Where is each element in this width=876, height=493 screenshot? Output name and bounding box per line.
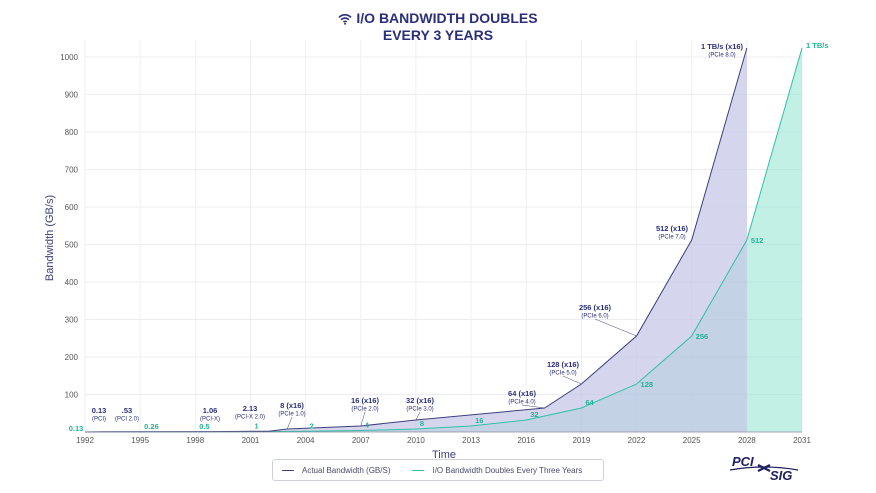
data-label-leader <box>415 411 421 421</box>
data-sublabel-actual: (PCI) <box>92 417 106 423</box>
data-label-actual: 0.13 <box>92 406 107 415</box>
y-tick-label: 200 <box>65 353 79 362</box>
data-sublabel-actual: (PCIe 8.0) <box>708 53 735 59</box>
data-label-leader <box>360 411 366 427</box>
legend-item-doubles: I/O Bandwidth Doubles Every Three Years <box>412 466 582 475</box>
data-label-doubles: 1 <box>254 422 258 431</box>
data-label-doubles: 8 <box>420 419 424 428</box>
data-sublabel-actual: (PCI 2.0) <box>115 417 139 423</box>
y-tick-label: 400 <box>65 278 79 287</box>
data-label-actual: 2.13 <box>243 404 258 413</box>
legend: Actual Bandwidth (GB/S) I/O Bandwidth Do… <box>272 459 604 481</box>
y-tick-label: 900 <box>65 91 79 100</box>
data-label-doubles: 1 TB/s <box>806 41 829 50</box>
data-label-actual: 1 TB/s (x16) <box>701 42 744 51</box>
wifi-signal-icon <box>338 13 352 28</box>
data-label-doubles: 32 <box>530 410 538 419</box>
data-label-leader <box>594 318 637 337</box>
data-label-leader <box>286 416 293 430</box>
data-label-doubles: 0.26 <box>144 422 159 431</box>
data-label-doubles: 64 <box>585 398 594 407</box>
x-tick-label: 1995 <box>131 436 149 445</box>
axes: 100 200 300 400 500 600 700 800 900 1000 1992 1995 1… <box>60 53 811 445</box>
x-tick-label: 2013 <box>462 436 480 445</box>
y-tick-label: 800 <box>65 128 79 137</box>
data-sublabel-actual: (PCIe 6.0) <box>581 314 608 320</box>
data-label-doubles: 0.5 <box>199 422 209 431</box>
legend-label-actual: Actual Bandwidth (GB/S) <box>302 465 391 475</box>
x-tick-label: 2028 <box>738 436 756 445</box>
x-tick-label: 1992 <box>76 436 94 445</box>
data-sublabel-actual: (PCIe 4.0) <box>508 400 535 406</box>
series-areas <box>85 48 802 432</box>
x-tick-label: 2010 <box>407 436 425 445</box>
y-tick-label: 300 <box>65 316 79 325</box>
data-sublabel-actual: (PCIe 7.0) <box>658 235 685 241</box>
svg-text:PCI: PCI <box>732 454 754 469</box>
data-label-leader <box>521 404 545 409</box>
data-label-doubles: 256 <box>696 332 709 341</box>
data-label-actual: .53 <box>122 406 132 415</box>
title-line-2: EVERY 3 YEARS <box>382 27 494 43</box>
data-label-actual: 8 (x16) <box>280 401 304 410</box>
x-tick-label: 2007 <box>352 436 370 445</box>
data-label-doubles: 2 <box>310 421 314 430</box>
legend-swatch-doubles <box>412 469 425 471</box>
data-label-actual: 512 (x16) <box>656 224 689 233</box>
data-sublabel-actual: (PCI-X) <box>200 417 220 423</box>
data-label-actual: 256 (x16) <box>579 303 612 312</box>
data-label-leader <box>562 375 582 385</box>
y-axis-label: Bandwidth (GB/s) <box>44 195 56 281</box>
x-tick-label: 2025 <box>683 436 701 445</box>
y-tick-label: 500 <box>65 241 79 250</box>
data-label-doubles: 512 <box>751 236 764 245</box>
data-sublabel-actual: (PCIe 3.0) <box>406 407 433 413</box>
y-tick-label: 600 <box>65 203 79 212</box>
data-labels: 0.13 0.26 0.5 1 2 4 8 16 32 64 128 256 512 1 TB/s 0.13… <box>69 41 829 433</box>
data-label-actual: 128 (x16) <box>547 360 580 369</box>
data-sublabel-actual: (PCIe 2.0) <box>351 407 378 413</box>
legend-label-doubles: I/O Bandwidth Doubles Every Three Years <box>432 465 583 475</box>
data-sublabel-actual: (PCIe 5.0) <box>549 371 576 377</box>
x-tick-label: 2031 <box>793 436 811 445</box>
pci-sig-logo: PCI SIG <box>728 451 800 485</box>
area-actual <box>85 48 747 432</box>
data-label-actual: 32 (x16) <box>406 396 434 405</box>
legend-swatch-actual <box>282 469 294 471</box>
title-line-1: I/O BANDWIDTH DOUBLES <box>356 10 538 26</box>
data-label-doubles: 0.13 <box>69 424 84 433</box>
data-label-actual: 64 (x16) <box>508 389 536 398</box>
x-tick-label: 2022 <box>628 436 646 445</box>
y-tick-label: 1000 <box>60 53 78 62</box>
data-sublabel-actual: (PCI-X 2.0) <box>235 415 265 421</box>
x-tick-label: 2004 <box>297 436 315 445</box>
chart-title: I/O BANDWIDTH DOUBLES EVERY 3 YEARS <box>0 11 876 43</box>
data-label-actual: 16 (x16) <box>351 396 379 405</box>
y-tick-label: 700 <box>65 166 79 175</box>
x-tick-label: 2016 <box>517 436 535 445</box>
data-sublabel-actual: (PCIe 1.0) <box>278 412 305 418</box>
x-axis-label: Time <box>432 449 456 461</box>
data-label-doubles: 4 <box>365 421 370 430</box>
data-label-doubles: 16 <box>475 416 483 425</box>
legend-item-actual: Actual Bandwidth (GB/S) <box>282 466 390 475</box>
y-tick-label: 100 <box>65 391 79 400</box>
x-tick-label: 1998 <box>186 436 204 445</box>
x-tick-label: 2019 <box>572 436 590 445</box>
data-label-doubles: 128 <box>641 380 654 389</box>
data-label-actual: 1.06 <box>203 406 218 415</box>
x-tick-label: 2001 <box>242 436 260 445</box>
svg-text:SIG: SIG <box>770 468 792 483</box>
